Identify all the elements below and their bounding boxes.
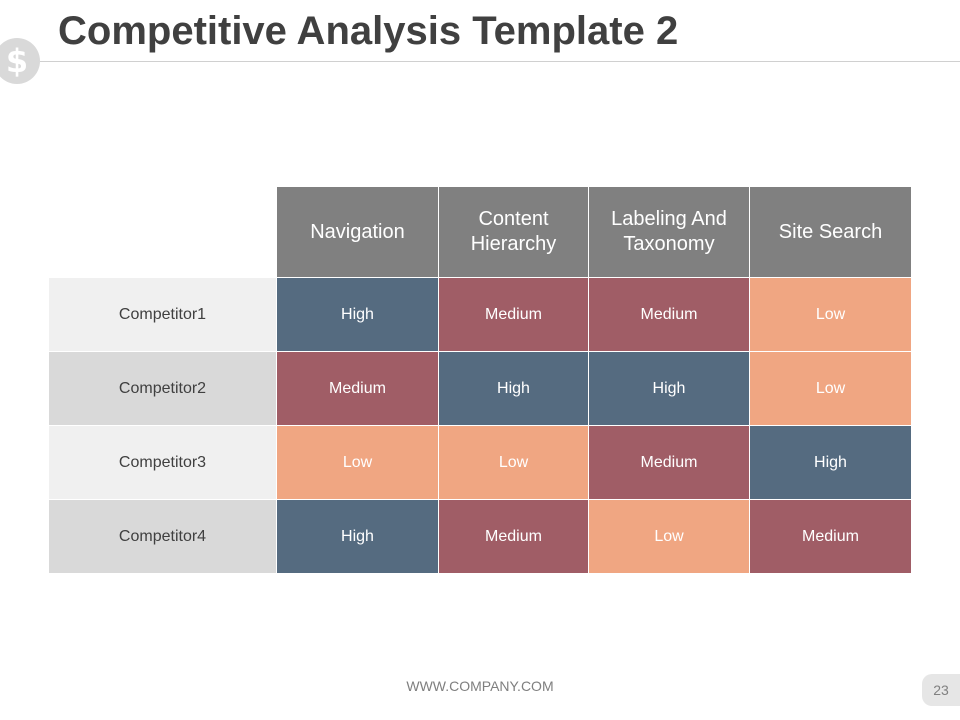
comparison-table: Navigation Content Hierarchy Labeling An… — [49, 187, 912, 574]
table-cell: Medium — [277, 352, 439, 426]
table-cell: Medium — [589, 278, 750, 352]
page-number: 23 — [922, 674, 960, 706]
table-cell: Low — [277, 426, 439, 500]
column-header-content-hierarchy: Content Hierarchy — [439, 187, 589, 278]
table-cell: Low — [750, 278, 912, 352]
table-cell: High — [589, 352, 750, 426]
row-label-competitor3: Competitor3 — [49, 426, 277, 500]
footer-url: WWW.COMPANY.COM — [406, 678, 554, 694]
logo-glyph: $ — [5, 42, 29, 80]
column-header-navigation: Navigation — [277, 187, 439, 278]
table-cell: High — [750, 426, 912, 500]
table-corner — [49, 187, 277, 278]
table-cell: Medium — [439, 278, 589, 352]
table-cell: High — [277, 500, 439, 574]
table-cell: Low — [589, 500, 750, 574]
table-cell: High — [277, 278, 439, 352]
title-divider — [40, 61, 960, 62]
row-label-competitor2: Competitor2 — [49, 352, 277, 426]
table-cell: High — [439, 352, 589, 426]
table-cell: Low — [750, 352, 912, 426]
slide-title: Competitive Analysis Template 2 — [58, 9, 679, 53]
table-cell: Low — [439, 426, 589, 500]
dollar-icon: $ — [0, 38, 40, 84]
table-cell: Medium — [750, 500, 912, 574]
table-cell: Medium — [589, 426, 750, 500]
column-header-site-search: Site Search — [750, 187, 912, 278]
row-label-competitor4: Competitor4 — [49, 500, 277, 574]
table-cell: Medium — [439, 500, 589, 574]
row-label-competitor1: Competitor1 — [49, 278, 277, 352]
column-header-labeling-taxonomy: Labeling And Taxonomy — [589, 187, 750, 278]
